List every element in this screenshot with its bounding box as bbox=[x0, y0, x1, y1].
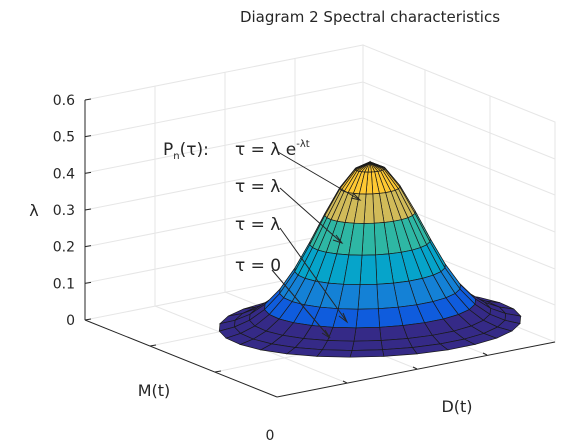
z-tick-label: 0.1 bbox=[53, 276, 75, 292]
surface-facet bbox=[353, 326, 382, 342]
axes bbox=[84, 98, 556, 398]
annotation-arrows bbox=[271, 151, 362, 339]
x-tick-marks bbox=[149, 344, 222, 373]
annotations: Pn(τ): τ = λ e-λt τ = λ τ = λ τ = 0 bbox=[163, 139, 310, 276]
z-tick-label: 0 bbox=[66, 313, 75, 329]
chart-title: Diagram 2 Spectral characteristics bbox=[240, 8, 500, 26]
arrow-tau-lambda-2 bbox=[279, 227, 348, 323]
arrow-tau-lambda-2-head bbox=[338, 312, 349, 324]
x-axis-label: M(t) bbox=[138, 381, 171, 400]
y-tick-marks bbox=[342, 352, 488, 384]
surface-facet bbox=[357, 283, 379, 310]
z-axis-label: λ bbox=[29, 201, 38, 220]
surface-facet bbox=[377, 306, 404, 328]
surface-facet bbox=[379, 325, 409, 341]
z-tick-mark bbox=[84, 208, 92, 211]
x-axis-line bbox=[84, 319, 278, 398]
z-tick-label: 0.6 bbox=[53, 93, 75, 109]
z-tick-label: 0.3 bbox=[53, 203, 75, 219]
y-axis-line bbox=[276, 341, 556, 398]
surface-facet bbox=[321, 340, 355, 351]
surface-facet bbox=[359, 254, 378, 286]
surface-mesh bbox=[218, 160, 522, 358]
z-tick-label: 0.2 bbox=[53, 240, 75, 256]
z-tick-mark bbox=[84, 318, 92, 321]
arrow-tau-zero bbox=[271, 269, 331, 339]
y-axis-label: D(t) bbox=[441, 397, 472, 416]
surface-facet bbox=[349, 349, 385, 358]
surface-facet bbox=[351, 340, 383, 351]
z-tick-mark bbox=[84, 245, 92, 248]
arrow-tau-zero-head bbox=[321, 329, 331, 339]
z-tick-label: 0.5 bbox=[53, 130, 75, 146]
z-tick-mark bbox=[84, 135, 92, 138]
arrow-tau-lambda-1-head bbox=[332, 234, 344, 244]
z-tick-labels: 0 0.1 0.2 0.3 0.4 0.5 0.6 bbox=[53, 93, 75, 329]
label-tau-lambda-1: τ = λ bbox=[235, 177, 280, 197]
z-tick-mark bbox=[84, 98, 92, 101]
label-tau-lambda-2: τ = λ bbox=[235, 215, 280, 235]
legend-label: Pn(τ): bbox=[163, 140, 209, 162]
surface-facet bbox=[327, 326, 357, 342]
z-tick-mark bbox=[84, 171, 92, 174]
surface-facet bbox=[355, 308, 381, 329]
z-tick-marks bbox=[84, 98, 92, 321]
arrow-tau-lambda-exp bbox=[277, 151, 361, 201]
label-tau-lambda-exp: τ = λ e-λt bbox=[235, 139, 310, 160]
surface-facet bbox=[316, 349, 353, 358]
z-tick-mark bbox=[84, 281, 92, 284]
z-tick-label: 0.4 bbox=[53, 166, 75, 182]
arrow-tau-lambda-exp-head bbox=[350, 192, 362, 201]
label-tau-zero: τ = 0 bbox=[235, 256, 281, 276]
arrow-tau-lambda-1 bbox=[279, 187, 343, 244]
origin-tick-label: 0 bbox=[266, 428, 275, 444]
